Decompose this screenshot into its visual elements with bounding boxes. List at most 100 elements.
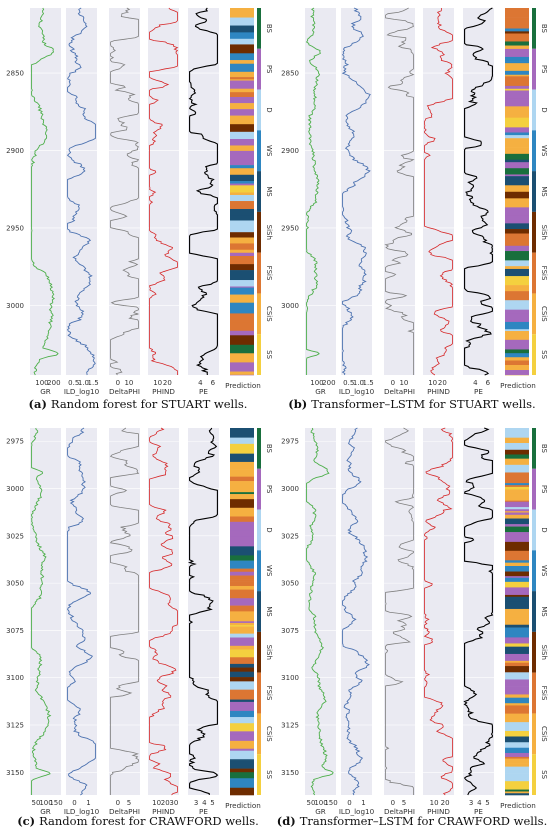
- prediction-band: [230, 778, 254, 789]
- prediction-band: [505, 617, 529, 626]
- facies-legend-label: FSiS: [265, 686, 273, 701]
- prediction-band: [230, 60, 254, 65]
- x-tick-label: 6: [486, 379, 491, 387]
- track-background-PHIND: [423, 428, 454, 795]
- x-tick-label: 20: [441, 799, 450, 807]
- prediction-band: [505, 117, 529, 128]
- x-tick-label: 0: [391, 379, 395, 387]
- prediction-band: [230, 494, 254, 500]
- x-tick-label: 10: [430, 799, 439, 807]
- prediction-band: [230, 261, 254, 265]
- prediction-band: [230, 362, 254, 372]
- prediction-band: [505, 713, 529, 717]
- track-label-ild_log10: ILD_log10: [339, 807, 375, 816]
- facies-legend-label: PS: [540, 485, 548, 494]
- facies-legend-label: BS: [540, 444, 548, 454]
- depth-tick-label: 3025: [281, 532, 299, 540]
- prediction-band: [230, 598, 254, 606]
- caption-b: (b) Transformer–LSTM for STUART wells.: [288, 397, 535, 411]
- facies-legend-swatch: [257, 89, 261, 131]
- track-label-pe: PE: [199, 387, 208, 396]
- curve-pe: [464, 7, 494, 376]
- track-label-gr: GR: [315, 387, 326, 396]
- prediction-band: [230, 109, 254, 116]
- x-tick-label: 10: [428, 379, 437, 387]
- prediction-band: [505, 17, 529, 25]
- prediction-band: [230, 165, 254, 169]
- x-tick-label: 150: [49, 799, 62, 807]
- track-label-phind: PHIND: [427, 807, 450, 816]
- prediction-band: [230, 322, 254, 332]
- prediction-band: [505, 662, 529, 667]
- prediction-band: [505, 285, 529, 292]
- curve-gr: [30, 7, 59, 376]
- prediction-band: [230, 280, 254, 287]
- track-label-gr: GR: [40, 807, 51, 816]
- prediction-band: [230, 481, 254, 490]
- prediction-band: [230, 681, 254, 690]
- prediction-band: [505, 576, 529, 579]
- depth-tick-label: 3125: [6, 722, 24, 730]
- prediction-band: [230, 155, 254, 166]
- prediction-band: [505, 730, 529, 737]
- prediction-band: [505, 793, 529, 796]
- prediction-band: [505, 736, 529, 743]
- prediction-band: [505, 245, 529, 252]
- prediction-band: [230, 146, 254, 152]
- prediction-band: [505, 773, 529, 782]
- prediction-band: [505, 562, 529, 567]
- depth-tick-label: 3150: [281, 769, 299, 777]
- x-tick-label: 0: [391, 799, 395, 807]
- prediction-band: [230, 53, 254, 61]
- prediction-band: [230, 428, 254, 438]
- prediction-band: [505, 185, 529, 193]
- depth-tick-label: 3075: [281, 627, 299, 635]
- facies-legend-swatch: [532, 672, 536, 714]
- facies-legend-label: SS: [540, 770, 548, 779]
- prediction-band: [230, 209, 254, 217]
- track-background-PHIND: [148, 428, 179, 795]
- prediction-band: [505, 329, 529, 332]
- prediction-band: [505, 789, 529, 792]
- prediction-band: [230, 96, 254, 104]
- facies-legend-swatch: [532, 754, 536, 795]
- prediction-band: [230, 232, 254, 238]
- track-label-gr: GR: [315, 807, 326, 816]
- prediction-band: [505, 526, 529, 533]
- prediction-band: [505, 339, 529, 350]
- x-tick-label: 3: [194, 799, 198, 807]
- prediction-band: [505, 672, 529, 680]
- depth-tick-label: 3050: [281, 580, 299, 588]
- curve-pe: [188, 7, 218, 376]
- x-tick-label: 4: [198, 379, 203, 387]
- x-tick-label: 200: [322, 379, 335, 387]
- prediction-band: [230, 469, 254, 477]
- prediction-band: [505, 207, 529, 217]
- x-tick-label: 0.5: [343, 379, 354, 387]
- x-tick-label: 100: [310, 379, 323, 387]
- prediction-band: [505, 153, 529, 161]
- prediction-band: [230, 622, 254, 626]
- prediction-band: [230, 371, 254, 376]
- prediction-band: [230, 516, 254, 523]
- x-tick-label: 0: [116, 379, 120, 387]
- track-background-GR: [305, 428, 336, 795]
- prediction-band: [505, 357, 529, 361]
- prediction-band: [505, 132, 529, 136]
- prediction-band: [505, 159, 529, 163]
- track-background-ILD_log10: [66, 428, 97, 795]
- prediction-band: [505, 511, 529, 513]
- prediction-band: [505, 653, 529, 660]
- prediction-band: [230, 17, 254, 26]
- x-tick-label: 100: [314, 799, 327, 807]
- prediction-band: [230, 122, 254, 125]
- prediction-band: [230, 103, 254, 110]
- facies-legend-swatch: [257, 428, 261, 469]
- prediction-band: [230, 330, 254, 336]
- prediction-band: [505, 215, 529, 224]
- facies-legend-swatch: [532, 293, 536, 335]
- prediction-band: [230, 750, 254, 760]
- curve-gr: [305, 7, 321, 375]
- prediction-band: [505, 76, 529, 87]
- track-label-ild_log10: ILD_log10: [64, 387, 100, 396]
